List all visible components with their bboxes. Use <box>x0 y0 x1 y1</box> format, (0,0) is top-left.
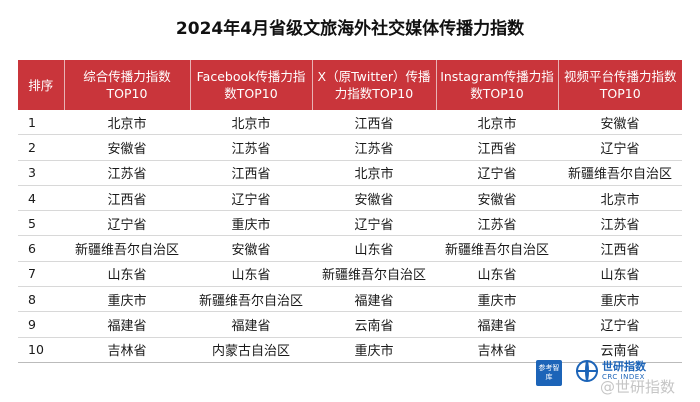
header-x-index: X（原Twitter）传播力指数TOP10 <box>311 60 437 110</box>
province-cell: 云南省 <box>354 319 394 335</box>
header-video-index: 视频平台传播力指数TOP10 <box>557 60 682 110</box>
header-instagram-index: Instagram传播力指数TOP10 <box>435 60 559 110</box>
rank-cell: 5 <box>28 215 36 231</box>
province-cell: 吉林省 <box>477 344 517 360</box>
rank-cell: 9 <box>28 317 36 333</box>
province-cell: 江西省 <box>107 192 147 208</box>
province-cell: 安徽省 <box>600 116 640 132</box>
province-cell: 安徽省 <box>107 141 147 157</box>
table-body: 1 北京市 北京市 江西省 北京市 安徽省 2 安徽省 江苏省 江苏省 江西省 辽宁省 3 江苏省 江西省北… <box>18 110 682 363</box>
province-cell: 北京市 <box>107 116 147 132</box>
province-cell: 安徽省 <box>477 192 517 208</box>
rank-cell: 4 <box>28 190 36 206</box>
table-row: 7 山东省 山东省 新疆维吾尔自治区 山东省 山东省 <box>18 261 682 287</box>
province-cell: 山东省 <box>354 243 394 259</box>
header-rank: 排序 <box>18 60 65 110</box>
header-overall-index: 综合传播力指数TOP10 <box>63 60 191 110</box>
province-cell: 江西省 <box>231 167 271 183</box>
province-cell: 重庆市 <box>107 293 147 309</box>
table-row: 4 江西省 辽宁省 安徽省 安徽省 北京市 <box>18 185 682 211</box>
province-cell: 山东省 <box>600 268 640 284</box>
province-cell: 福建省 <box>231 319 271 335</box>
province-cell: 山东省 <box>477 268 517 284</box>
province-cell: 吉林省 <box>107 344 147 360</box>
table-row: 1 北京市 北京市 江西省 北京市 安徽省 <box>18 110 682 135</box>
province-cell: 北京市 <box>231 116 271 132</box>
brand-english-name: CRC INDEX <box>602 373 645 381</box>
province-cell: 北京市 <box>354 167 394 183</box>
page-title: 2024年4月省级文旅海外社交媒体传播力指数 <box>175 19 525 39</box>
rank-cell: 8 <box>28 291 36 307</box>
globe-icon <box>576 360 598 382</box>
rank-cell: 6 <box>28 241 36 257</box>
province-cell: 江西省 <box>354 116 394 132</box>
weibo-watermark: @世研指数 <box>600 378 676 396</box>
province-cell: 新疆维吾尔自治区 <box>567 167 672 183</box>
table-row: 8 重庆市 新疆维吾尔自治区 福建省 重庆市 重庆市 <box>18 287 682 312</box>
rank-cell: 1 <box>28 114 36 130</box>
province-cell: 内蒙古自治区 <box>211 344 290 360</box>
ranking-table: 排序 综合传播力指数TOP10 Facebook传播力指数TOP10 X（原Tw… <box>18 60 682 363</box>
province-cell: 北京市 <box>600 192 640 208</box>
header-facebook-index: Facebook传播力指数TOP10 <box>189 60 313 110</box>
table-row: 9 福建省 福建省 云南省 福建省 辽宁省 <box>18 312 682 338</box>
province-cell: 北京市 <box>477 116 517 132</box>
province-cell: 江苏省 <box>477 217 517 233</box>
province-cell: 安徽省 <box>354 192 394 208</box>
province-cell: 新疆维吾尔自治区 <box>74 243 179 259</box>
rank-cell: 3 <box>28 165 36 181</box>
table-row: 5 辽宁省 重庆市 辽宁省 江苏省 江苏省 <box>18 211 682 236</box>
province-cell: 辽宁省 <box>107 217 147 233</box>
province-cell: 福建省 <box>354 293 394 309</box>
province-cell: 辽宁省 <box>354 217 394 233</box>
rank-cell: 10 <box>28 342 44 358</box>
province-cell: 云南省 <box>600 344 640 360</box>
table-row: 3 江苏省 江西省 北京市 辽宁省 新疆维吾尔自治区 <box>18 160 682 186</box>
province-cell: 江苏省 <box>354 141 394 157</box>
table-row: 6 新疆维吾尔自治区 安徽省 山东省 新疆维吾尔自治区 江西省 <box>18 236 682 262</box>
table-header-row: 排序 综合传播力指数TOP10 Facebook传播力指数TOP10 X（原Tw… <box>18 60 682 110</box>
cankao-zhiku-badge: 参考智库 <box>536 360 562 386</box>
province-cell: 重庆市 <box>231 217 271 233</box>
province-cell: 辽宁省 <box>600 319 640 335</box>
province-cell: 福建省 <box>477 319 517 335</box>
province-cell: 安徽省 <box>231 243 271 259</box>
brand-name: 世研指数 <box>602 360 646 373</box>
footer-logos: 参考智库 世研指数 CRC INDEX @世研指数 <box>536 356 686 396</box>
province-cell: 辽宁省 <box>477 167 517 183</box>
province-cell: 山东省 <box>107 268 147 284</box>
table-row: 2 安徽省 江苏省 江苏省 江西省 辽宁省 <box>18 135 682 161</box>
province-cell: 辽宁省 <box>600 141 640 157</box>
province-cell: 山东省 <box>231 268 271 284</box>
rank-cell: 2 <box>28 139 36 155</box>
province-cell: 重庆市 <box>354 344 394 360</box>
province-cell: 福建省 <box>107 319 147 335</box>
province-cell: 江苏省 <box>107 167 147 183</box>
province-cell: 新疆维吾尔自治区 <box>444 243 549 259</box>
province-cell: 江西省 <box>600 243 640 259</box>
province-cell: 重庆市 <box>477 293 517 309</box>
province-cell: 新疆维吾尔自治区 <box>321 268 426 284</box>
province-cell: 江西省 <box>477 141 517 157</box>
province-cell: 重庆市 <box>600 293 640 309</box>
table-row: 10 吉林省 内蒙古自治区 重庆市 吉林省 云南省 <box>18 337 682 363</box>
rank-cell: 7 <box>28 266 36 282</box>
province-cell: 江苏省 <box>600 217 640 233</box>
province-cell: 新疆维吾尔自治区 <box>198 293 303 309</box>
province-cell: 江苏省 <box>231 141 271 157</box>
province-cell: 辽宁省 <box>231 192 271 208</box>
